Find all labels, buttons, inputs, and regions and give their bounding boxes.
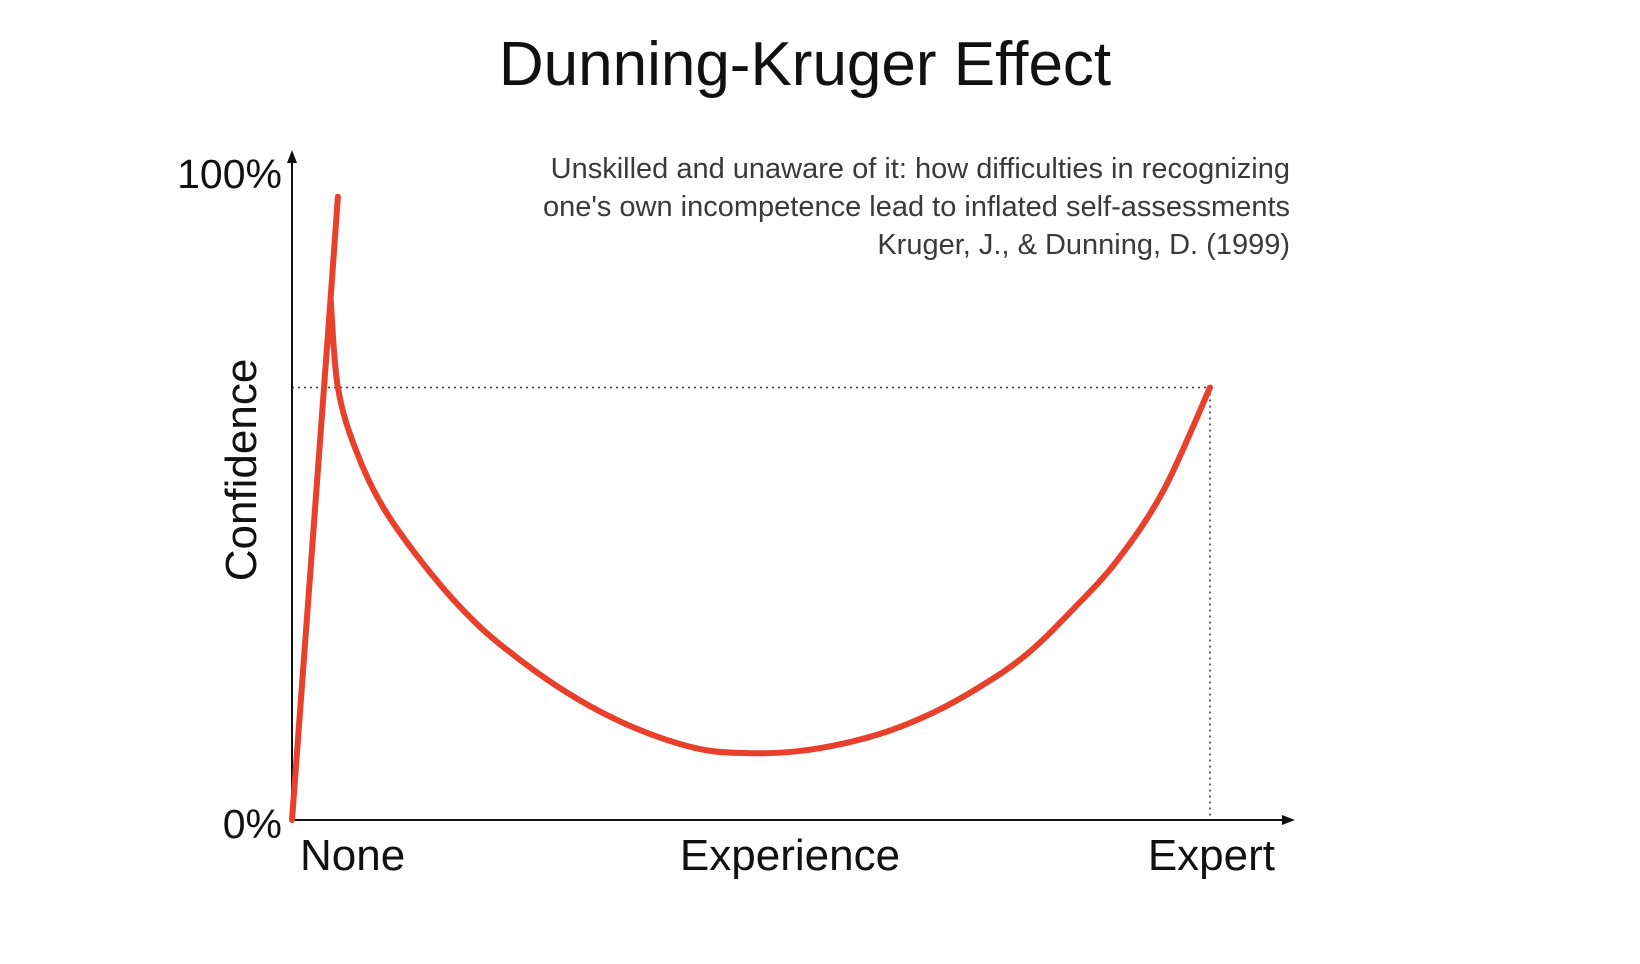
reference-lines	[292, 386, 1211, 820]
chart-title: Dunning-Kruger Effect	[499, 30, 1111, 99]
x-axis-arrow	[1282, 815, 1295, 825]
y-tick-label-bottom: 0%	[223, 801, 282, 847]
y-tick-label-top: 100%	[177, 151, 282, 197]
x-tick-label-end: Expert	[1148, 831, 1275, 880]
confidence-curve	[289, 295, 1213, 823]
confidence-peak-spike	[327, 193, 341, 302]
x-axis-label: Experience	[680, 831, 900, 880]
series-layer	[289, 193, 1213, 823]
y-axis-arrow	[287, 150, 297, 163]
y-axis-label: Confidence	[217, 359, 266, 582]
x-tick-label-start: None	[300, 831, 405, 880]
chart-subtitle-line-2: one's own incompetence lead to inflated …	[543, 191, 1290, 223]
chart-subtitle-line-1: Unskilled and unaware of it: how difficu…	[551, 153, 1290, 185]
chart-subtitle-line-3: Kruger, J., & Dunning, D. (1999)	[877, 229, 1290, 261]
